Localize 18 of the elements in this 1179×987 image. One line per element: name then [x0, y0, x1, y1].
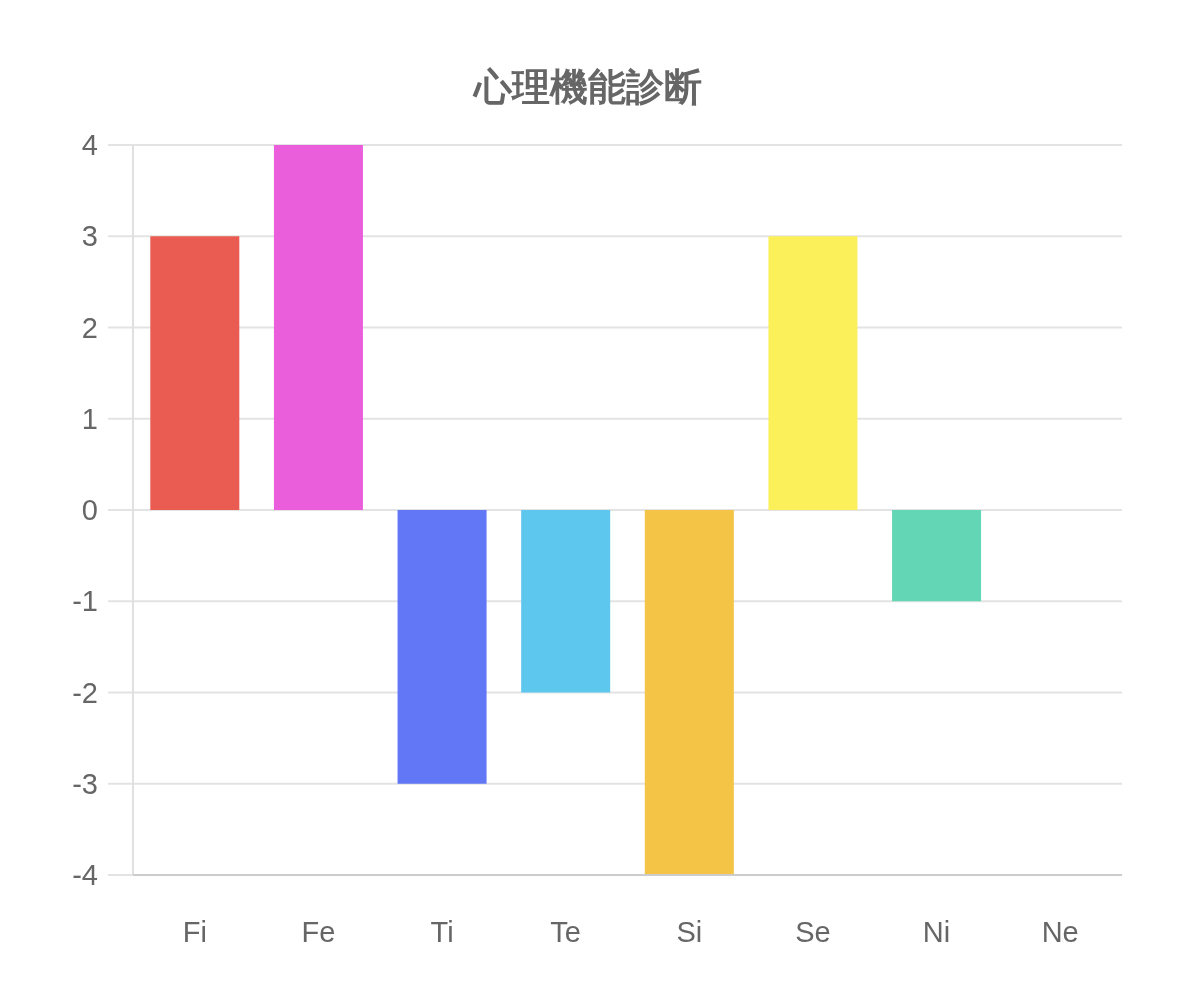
- x-tick-label: Se: [795, 916, 831, 948]
- x-tick-label: Fe: [301, 916, 336, 948]
- y-tick-label: -3: [72, 767, 98, 800]
- x-tick-label: Ne: [1041, 916, 1079, 948]
- x-tick-label: Te: [550, 916, 582, 948]
- x-tick-label: Ni: [922, 916, 951, 948]
- y-tick-label: 3: [81, 220, 98, 253]
- chart-title: 心理機能診断: [471, 66, 702, 108]
- y-tick-label: 1: [81, 402, 98, 435]
- x-tick-label: Si: [676, 916, 703, 948]
- x-tick-label: Fi: [182, 916, 207, 948]
- y-tick-label: -2: [72, 676, 98, 709]
- y-tick-label: -1: [72, 585, 98, 618]
- y-tick-label: 4: [81, 129, 98, 161]
- x-tick-label: Ti: [430, 916, 454, 948]
- y-tick-label: -4: [72, 859, 98, 891]
- y-tick-label: 0: [81, 494, 98, 526]
- y-tick-label: 2: [81, 311, 98, 344]
